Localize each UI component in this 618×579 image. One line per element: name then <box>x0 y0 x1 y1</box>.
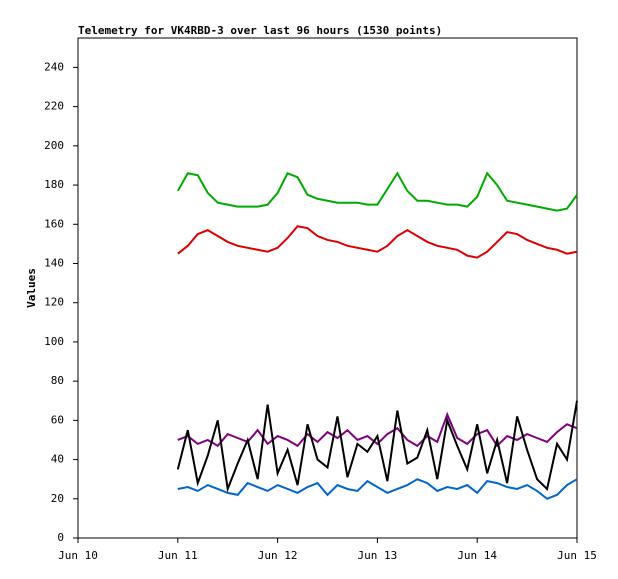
x-tick-label: Jun 13 <box>358 549 398 562</box>
y-tick-label: 140 <box>44 256 64 269</box>
y-tick-label: 200 <box>44 139 64 152</box>
x-tick-label: Jun 11 <box>158 549 198 562</box>
series-line <box>176 400 578 493</box>
y-tick-label: 220 <box>44 100 64 113</box>
y-tick-label: 120 <box>44 296 64 309</box>
x-tick-label: Jun 14 <box>457 549 497 562</box>
y-tick-label: 80 <box>51 374 64 387</box>
x-tick-label: Jun 12 <box>258 549 298 562</box>
x-tick-label: Jun 15 <box>557 549 597 562</box>
y-tick-label: 20 <box>51 492 64 505</box>
series-line <box>177 411 578 448</box>
plot-frame <box>77 37 578 539</box>
y-tick-label: 0 <box>57 531 64 544</box>
x-tick-label: Jun 10 <box>58 549 98 562</box>
y-tick-label: 180 <box>44 178 64 191</box>
y-tick-label: 60 <box>51 413 64 426</box>
y-tick-label: 100 <box>44 335 64 348</box>
series-line <box>177 225 578 259</box>
y-tick-label: 160 <box>44 217 64 230</box>
chart-title: Telemetry for VK4RBD-3 over last 96 hour… <box>78 24 442 37</box>
series-line <box>176 171 578 212</box>
y-tick-label: 240 <box>44 60 64 73</box>
y-tick-label: 40 <box>51 453 64 466</box>
series-line <box>177 478 578 500</box>
y-axis-label: Values <box>25 268 38 308</box>
